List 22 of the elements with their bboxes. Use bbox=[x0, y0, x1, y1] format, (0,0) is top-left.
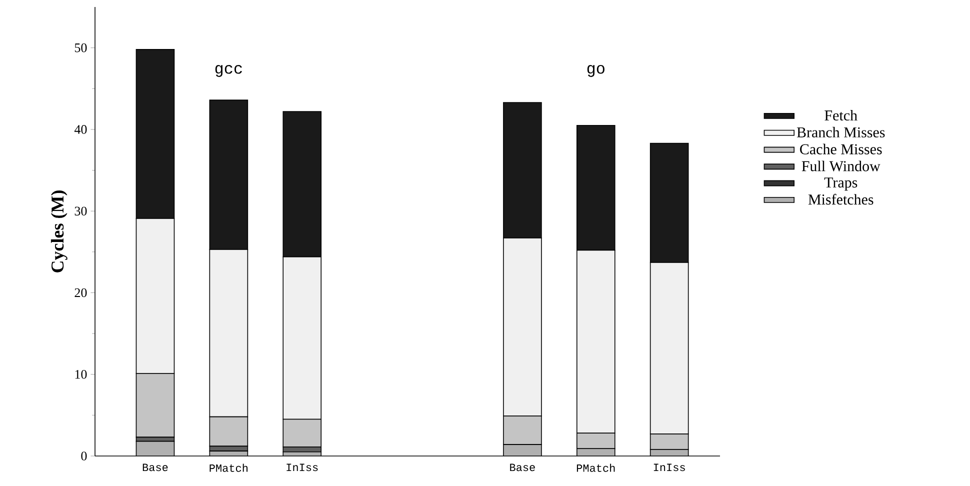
y-tick-label: 40 bbox=[74, 125, 87, 134]
y-tick-label: 0 bbox=[81, 452, 87, 460]
x-tick-label: PMatch bbox=[210, 464, 248, 472]
x-tick-label: InIss bbox=[286, 464, 318, 472]
y-tick-label: 10 bbox=[75, 370, 87, 379]
y-tick-label: 30 bbox=[74, 206, 87, 216]
y-tick-label: 20 bbox=[74, 288, 87, 298]
annotation: go bbox=[587, 65, 604, 77]
x-tick-label: Base bbox=[142, 464, 168, 472]
y-tick-label: 50 bbox=[74, 43, 87, 52]
x-tick-label: PMatch bbox=[576, 464, 615, 472]
legend-label: Cache Misses bbox=[800, 144, 882, 154]
legend-label: Misfetches bbox=[808, 194, 874, 205]
y-axis-title: Cycles (M) bbox=[50, 190, 68, 272]
x-tick-label: InIss bbox=[654, 464, 685, 472]
legend-label: Full Window bbox=[802, 160, 880, 172]
legend-label: Traps bbox=[824, 178, 858, 191]
legend-label: Fetch bbox=[824, 110, 858, 121]
annotation: gcc bbox=[215, 65, 242, 77]
x-tick-label: Base bbox=[510, 464, 535, 472]
legend-label: Branch Misses bbox=[796, 126, 885, 138]
bar bbox=[136, 441, 174, 456]
